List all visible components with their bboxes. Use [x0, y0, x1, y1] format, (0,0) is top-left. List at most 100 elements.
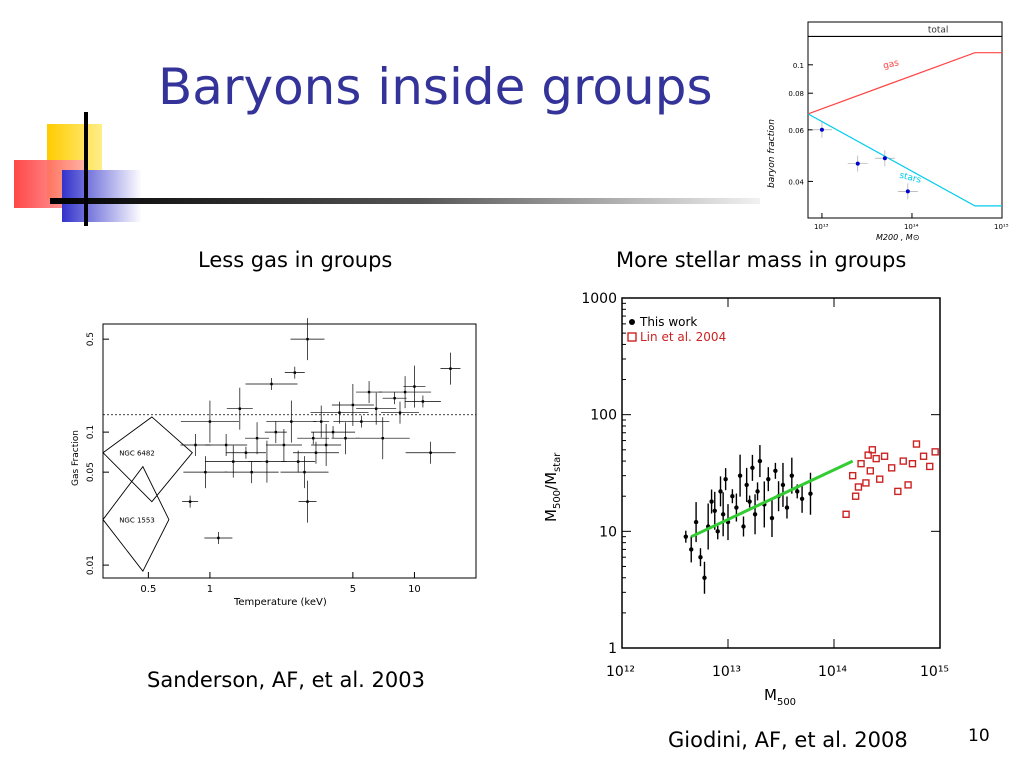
chart2-ylabel: Gas Fraction	[71, 430, 81, 486]
chart2-plot-frame	[102, 323, 477, 579]
chart2-data-point	[449, 367, 452, 370]
chart3-this-work-point	[784, 505, 790, 510]
chart3-this-work-point	[757, 458, 763, 464]
chart2-data-point	[429, 451, 432, 454]
chart3-this-work-point	[780, 482, 786, 488]
chart3-this-work-point	[723, 476, 728, 482]
chart2-data-point	[188, 500, 192, 503]
chart2-data-point	[290, 420, 293, 423]
chart3-this-work-point	[744, 482, 749, 488]
chart1-series-stars	[807, 113, 1002, 207]
chart1-y-tick-label: 0.08	[788, 90, 804, 98]
chart1-data-point	[882, 156, 887, 161]
chart1-y-tick-label: 0.06	[788, 127, 804, 135]
chart3-y-tick-label: 10	[599, 524, 617, 540]
chart1-plot-frame	[807, 21, 1003, 219]
chart2-y-tick-label: 0.01	[86, 555, 96, 575]
chart1-xlabel: M200 , M⊙	[876, 233, 919, 242]
chart2-data-point	[224, 443, 228, 447]
chart3-lin-point	[919, 452, 928, 460]
chart2-data-point	[208, 420, 212, 423]
chart3-this-work-point	[702, 575, 707, 580]
chart2-data-point	[250, 470, 253, 474]
chart2-x-tick-label: 10	[408, 584, 421, 595]
baryon-fraction-chart: 10¹³ 10¹⁴ 10¹⁵0.10.080.060.04totalgasstars…	[760, 18, 1018, 246]
chart2-data-point	[204, 470, 207, 474]
chart3-this-work-point	[808, 491, 813, 496]
chart3-this-work-point	[789, 473, 795, 478]
chart1-data-point	[905, 189, 910, 194]
chart2-data-point	[232, 460, 235, 463]
chart3-this-work-point	[769, 515, 775, 521]
chart3-this-work-point	[741, 524, 746, 529]
chart3-lin-point	[864, 451, 872, 459]
chart3-lin-point	[872, 454, 880, 463]
chart2-x-tick-label: 5	[350, 584, 356, 595]
chart3-this-work-point	[773, 468, 778, 474]
chart3-x-tick-label: 10¹²	[606, 664, 635, 680]
chart2-data-point	[244, 451, 248, 454]
chart2-data-point	[398, 411, 402, 414]
chart2-data-point	[360, 420, 363, 423]
chart2-data-point	[293, 371, 296, 374]
reference-right: Giodini, AF, et al. 2008	[668, 728, 908, 752]
chart3-this-work-point	[709, 499, 714, 504]
chart3-lin-point	[854, 483, 863, 491]
chart2-data-point	[303, 470, 306, 474]
chart1-x-tick-label: 10¹⁴	[904, 223, 919, 231]
chart3-y-tick-label: 1	[608, 641, 617, 657]
chart3-this-work-point	[689, 547, 694, 552]
chart3-this-work-point	[766, 476, 771, 482]
chart2-y-tick-label: 0.1	[86, 425, 96, 439]
chart3-this-work-point	[693, 519, 699, 525]
chart3-x-tick-label: 10¹³	[712, 664, 741, 680]
chart2-y-tick-label: 0.05	[86, 462, 96, 482]
chart3-legend-label: Lin et al. 2004	[640, 330, 726, 344]
chart3-lin-point	[880, 452, 889, 460]
chart3-x-tick-label: 10¹⁴	[818, 664, 847, 680]
reference-left: Sanderson, AF, et al. 2003	[147, 668, 425, 692]
chart2-data-point	[217, 536, 220, 540]
chart2-data-point	[393, 396, 396, 400]
chart2-data-point	[324, 443, 328, 447]
chart3-lin-point	[931, 448, 939, 456]
chart1-x-tick-label: 10¹⁵	[994, 223, 1009, 231]
chart3-lin-point	[842, 510, 850, 518]
chart3-lin-point	[868, 446, 877, 454]
chart3-this-work-point	[747, 499, 752, 504]
chart1-series-label: gas	[882, 58, 900, 72]
chart2-data-point	[421, 400, 425, 403]
chart3-this-work-point	[752, 512, 758, 517]
chart3-lin-point	[904, 481, 912, 489]
chart3-this-work-point	[737, 473, 743, 478]
chart1-background	[760, 18, 1018, 246]
chart1-ylabel: baryon fraction	[767, 119, 777, 188]
chart2-data-point	[374, 407, 378, 410]
chart3-lin-point	[894, 487, 902, 496]
chart2-data-point	[274, 430, 278, 434]
chart3-this-work-point	[795, 489, 800, 494]
chart3-this-work-point	[712, 508, 717, 513]
chart3-this-work-point	[720, 512, 726, 517]
chart2-data-point	[238, 407, 242, 410]
chart3-lin-point	[908, 459, 917, 468]
chart2-background	[62, 318, 482, 618]
chart3-this-work-point	[799, 496, 805, 502]
chart3-lin-point	[887, 464, 896, 472]
chart1-y-tick-label: 0.1	[793, 62, 804, 70]
chart2-y-tick-label: 0.5	[86, 332, 96, 346]
page-title: Baryons inside groups	[158, 58, 713, 116]
chart1-series-gas	[807, 52, 1002, 115]
chart3-lin-point	[866, 467, 874, 475]
deco-horizontal-line	[50, 198, 790, 204]
chart3-this-work-point	[698, 555, 703, 560]
chart3-legend-label: This work	[639, 315, 697, 329]
chart3-this-work-point	[755, 489, 760, 494]
chart3-x-tick-label: 10¹⁵	[920, 664, 949, 680]
chart2-annotation-label: NGC 6482	[119, 450, 155, 458]
chart3-y-tick-label: 100	[590, 408, 617, 424]
chart2-annotation-diamond	[102, 416, 193, 503]
chart3-lin-point	[857, 459, 865, 468]
chart3-this-work-point	[715, 529, 720, 534]
chart3-legend-marker-this-work	[629, 319, 635, 325]
